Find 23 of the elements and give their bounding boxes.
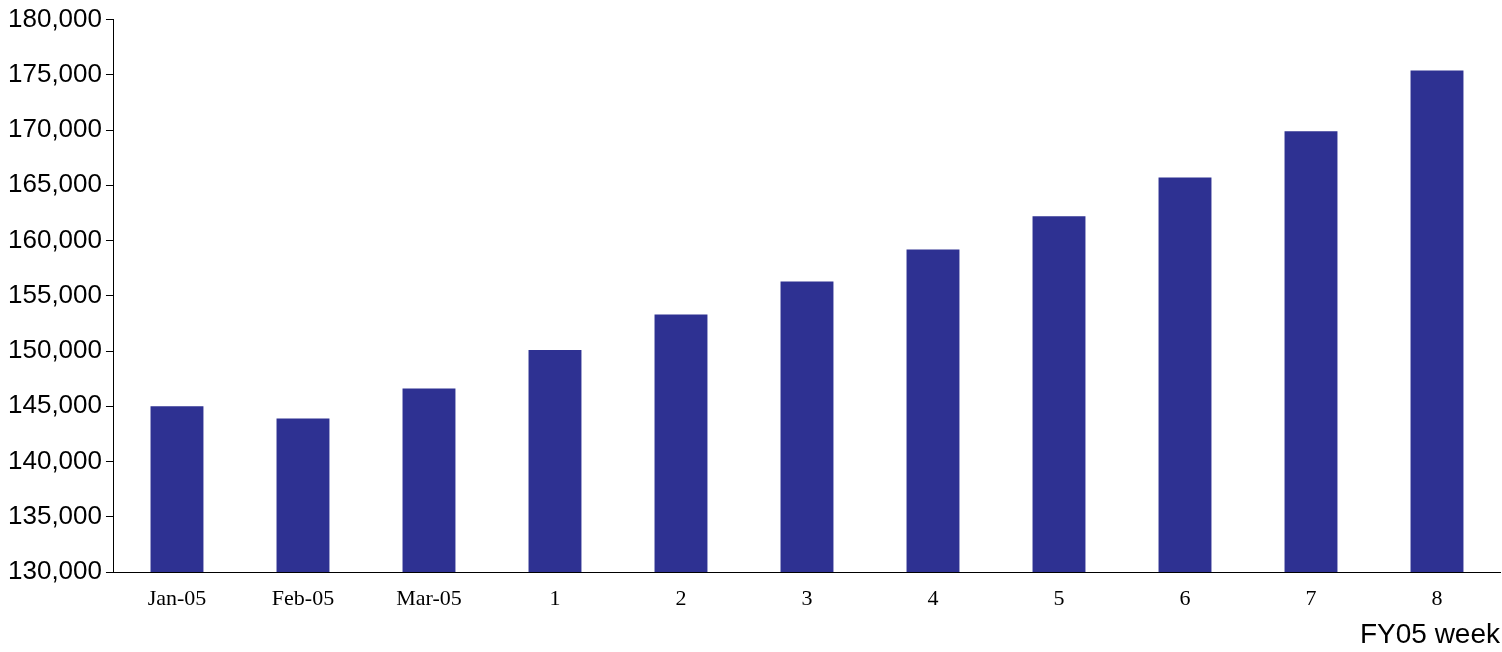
y-tick-label: 150,000 — [8, 334, 102, 365]
y-tick-label: 140,000 — [8, 444, 102, 475]
x-tick-label: 6 — [1179, 584, 1191, 610]
y-tick-label: 175,000 — [8, 58, 102, 89]
y-tick-label: 145,000 — [8, 389, 102, 420]
x-tick-label: 4 — [927, 584, 939, 610]
x-tick-label: 1 — [549, 584, 561, 610]
y-tick-label: 135,000 — [8, 499, 102, 530]
x-tick-label: Mar-05 — [396, 584, 462, 610]
x-tick-label: Feb-05 — [271, 584, 335, 610]
x-tick-label: Jan-05 — [147, 584, 207, 610]
x-axis-title: FY05 week — [1359, 617, 1501, 649]
y-tick-label: 160,000 — [8, 223, 102, 254]
x-tick-label: 3 — [801, 584, 813, 610]
x-tick-label: 2 — [675, 584, 687, 610]
y-tick-label: 170,000 — [8, 113, 102, 144]
y-tick-label: 155,000 — [8, 278, 102, 309]
x-tick-label: 5 — [1053, 584, 1065, 610]
x-tick-label: 7 — [1305, 584, 1317, 610]
x-tick-label: 8 — [1431, 584, 1443, 610]
y-tick-label: 165,000 — [8, 168, 102, 199]
y-tick-label: 180,000 — [8, 2, 102, 33]
y-tick-label: 130,000 — [8, 555, 102, 586]
